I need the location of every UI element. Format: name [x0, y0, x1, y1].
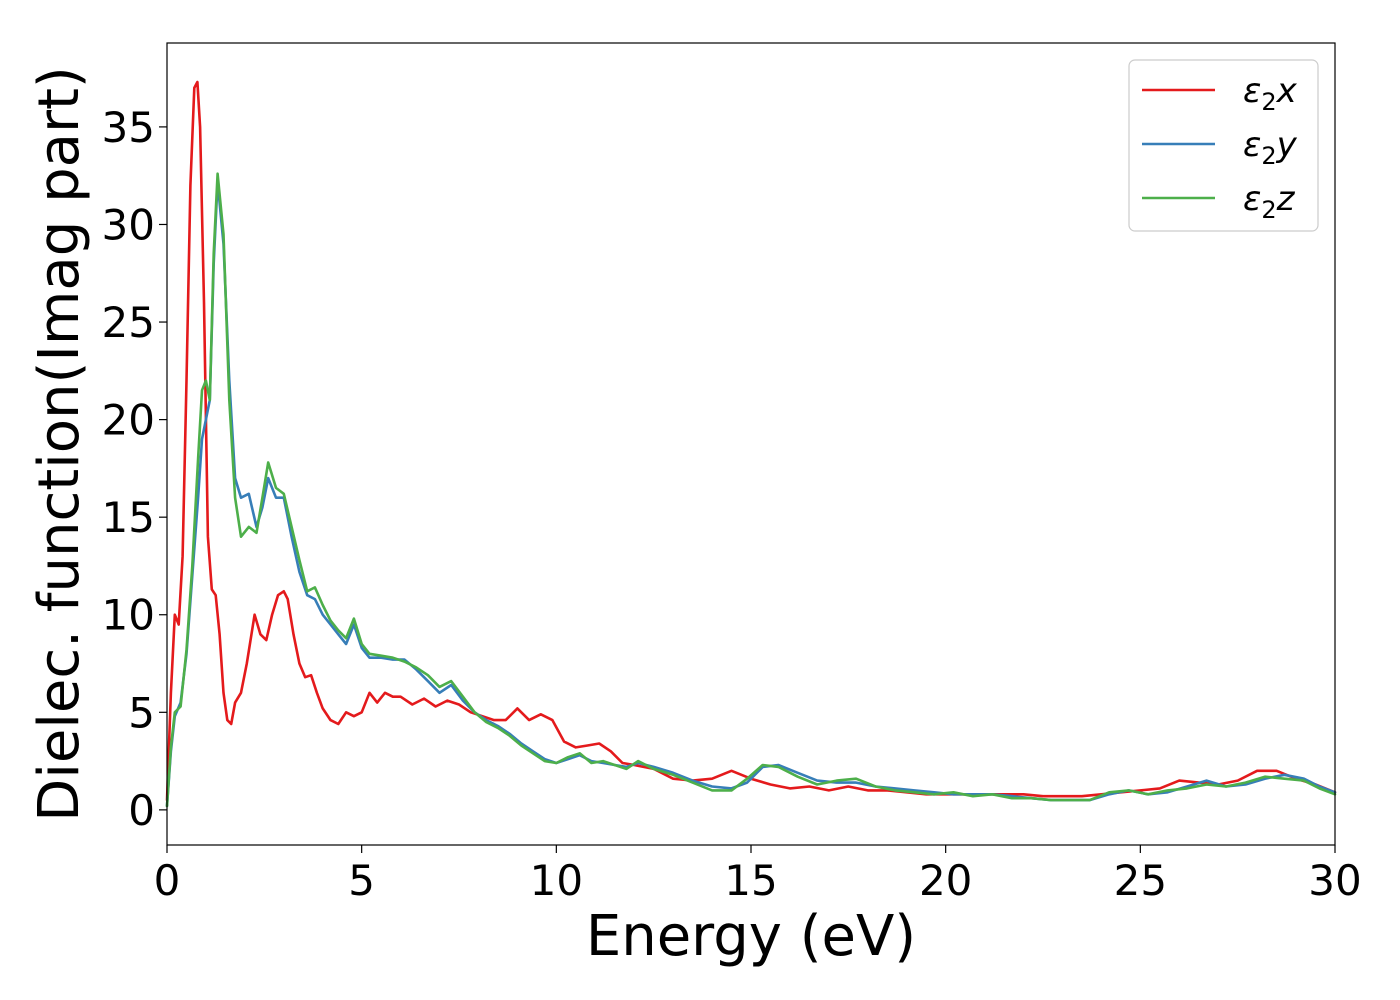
- series-layer: [165, 80, 1337, 808]
- legend-label-y: ε2y: [1243, 125, 1298, 170]
- x-axis-ticks: 0 5 10 15 20 25 30: [154, 845, 1362, 905]
- x-axis-title: Energy (eV): [586, 904, 916, 969]
- y-tick-label: 25: [102, 298, 155, 347]
- legend-label-z: ε2z: [1243, 179, 1296, 224]
- y-tick-label: 35: [102, 103, 155, 152]
- series-line-z: [165, 172, 1337, 808]
- x-tick-label: 0: [154, 856, 181, 905]
- x-tick-label: 25: [1114, 856, 1167, 905]
- legend-label-x: ε2x: [1243, 71, 1298, 116]
- x-tick-label: 15: [724, 856, 777, 905]
- y-axis-title: Dielec. function(Imag part): [27, 66, 92, 822]
- x-tick-label: 5: [348, 856, 375, 905]
- legend-frame: [1128, 59, 1319, 232]
- y-tick-label: 5: [128, 688, 155, 737]
- y-tick-label: 30: [102, 200, 155, 249]
- y-tick-label: 10: [102, 591, 155, 640]
- x-tick-label: 20: [919, 856, 972, 905]
- y-tick-label: 15: [102, 493, 155, 542]
- y-tick-label: 20: [102, 396, 155, 445]
- legend: ε2x ε2y ε2z: [1128, 59, 1319, 232]
- x-tick-label: 10: [530, 856, 583, 905]
- y-tick-label: 0: [128, 786, 155, 835]
- x-tick-label: 30: [1308, 856, 1361, 905]
- y-axis-ticks: 0 5 10 15 20 25 30 35: [102, 103, 167, 835]
